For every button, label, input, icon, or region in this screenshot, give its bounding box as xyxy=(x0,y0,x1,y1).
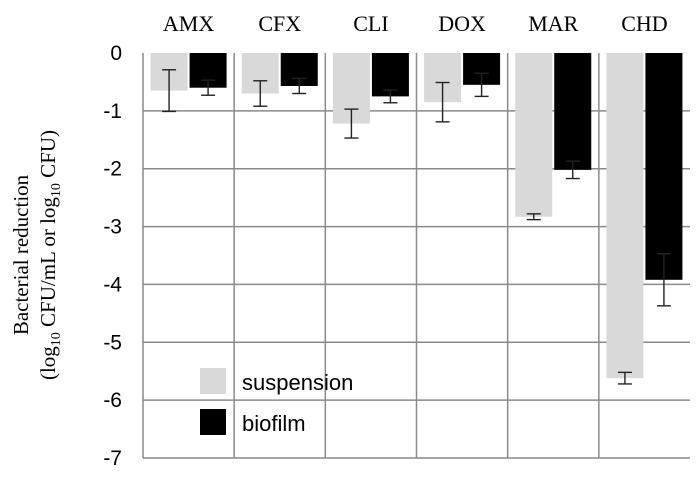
error-bar-biofilm xyxy=(383,89,398,104)
bar-suspension xyxy=(606,53,644,379)
bar-biofilm xyxy=(371,53,409,97)
bar-biofilm xyxy=(645,53,683,280)
error-bar-suspension xyxy=(617,371,632,385)
category-labels: AMX CFX CLI DOX MAR CHD xyxy=(163,11,668,36)
category-dividers xyxy=(233,53,600,458)
error-bar-suspension xyxy=(253,80,268,107)
legend: suspension biofilm xyxy=(200,368,353,436)
y-tick-label: -4 xyxy=(103,273,122,296)
y-tick-label: -5 xyxy=(103,331,122,354)
bar-biofilm xyxy=(554,53,592,170)
category-label: DOX xyxy=(438,11,486,36)
category-label: MAR xyxy=(528,11,578,36)
y-axis-title-line-2: (log10 CFU/mL or log10 CFU) xyxy=(36,130,64,380)
y-axis-title: Bacterial reduction (log10 CFU/mL or log… xyxy=(9,130,64,380)
y-axis-title-line-1: Bacterial reduction xyxy=(9,174,33,335)
category-label: CLI xyxy=(353,11,388,36)
error-bar-suspension xyxy=(344,108,359,139)
error-bar-suspension xyxy=(162,69,177,113)
bar-suspension xyxy=(515,53,553,217)
error-bars xyxy=(162,69,671,385)
error-bar-biofilm xyxy=(292,77,307,95)
category-label: CFX xyxy=(258,11,301,36)
bars xyxy=(150,53,683,379)
error-bar-biofilm xyxy=(656,253,671,307)
legend-swatch-biofilm xyxy=(200,409,226,435)
y-tick-labels: 0 -1 -2 -3 -4 -5 -6 -7 xyxy=(103,42,122,470)
legend-label-biofilm: biofilm xyxy=(242,411,306,436)
category-label: AMX xyxy=(163,11,214,36)
legend-label-suspension: suspension xyxy=(242,370,353,395)
error-bar-suspension xyxy=(526,213,541,221)
legend-swatch-suspension xyxy=(200,368,226,394)
error-bar-suspension xyxy=(435,81,450,123)
y-tick-label: -1 xyxy=(103,100,122,123)
y-tick-label: -3 xyxy=(103,216,122,239)
error-bar-biofilm xyxy=(201,79,216,96)
category-label: CHD xyxy=(621,11,667,36)
error-bar-biofilm xyxy=(474,72,489,98)
y-tick-label: -7 xyxy=(103,447,122,470)
y-tick-label: -6 xyxy=(103,389,122,412)
y-tick-label: 0 xyxy=(110,42,122,65)
error-bar-biofilm xyxy=(565,160,580,180)
y-tick-label: -2 xyxy=(103,158,122,181)
